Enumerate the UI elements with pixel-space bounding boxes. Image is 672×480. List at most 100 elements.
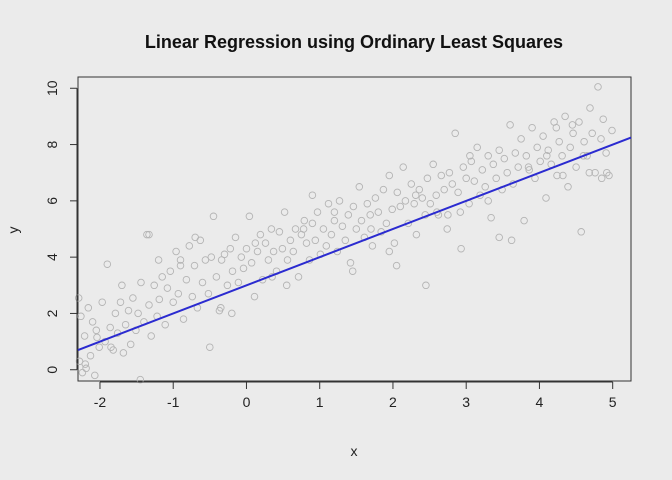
data-point	[517, 135, 525, 143]
data-point	[543, 152, 551, 160]
data-point	[478, 166, 487, 174]
data-point	[520, 216, 528, 225]
data-point	[555, 137, 563, 146]
data-point	[445, 168, 454, 177]
data-point	[599, 115, 607, 123]
data-point	[552, 123, 561, 132]
data-point	[245, 212, 254, 221]
data-point	[198, 278, 207, 287]
data-point	[390, 239, 399, 247]
data-point	[166, 267, 175, 275]
data-point	[440, 185, 448, 194]
data-point	[411, 191, 420, 199]
data-point	[75, 357, 84, 366]
data-point	[103, 260, 112, 268]
data-point	[489, 160, 498, 169]
data-point	[539, 132, 547, 140]
data-point	[459, 163, 468, 171]
data-point	[220, 250, 229, 259]
data-point	[188, 292, 197, 301]
data-point	[150, 281, 158, 290]
data-point	[585, 168, 594, 177]
y-axis-label: y	[5, 227, 21, 234]
data-point	[80, 332, 89, 340]
data-point	[93, 333, 101, 342]
data-point	[575, 118, 583, 126]
data-point	[495, 146, 503, 154]
data-point	[294, 273, 303, 281]
data-point	[426, 199, 435, 208]
y-axis: 0 2 4 6 8 10	[44, 80, 78, 374]
y-tick-label: 6	[44, 197, 60, 205]
data-point	[190, 261, 199, 270]
data-point	[81, 360, 90, 368]
data-point	[204, 289, 213, 298]
chart-title: Linear Regression using Ordinary Least S…	[145, 32, 563, 52]
data-point	[207, 253, 216, 261]
x-tick-label: 5	[609, 394, 617, 410]
data-point	[172, 247, 180, 256]
data-point	[77, 312, 85, 321]
data-point	[597, 135, 605, 143]
regression-line	[77, 136, 632, 351]
data-point	[124, 306, 133, 315]
data-point	[451, 129, 459, 138]
data-point	[564, 183, 572, 191]
data-point	[111, 309, 120, 318]
data-point	[237, 253, 246, 261]
data-point	[536, 157, 544, 166]
data-point	[602, 149, 610, 157]
x-tick-label: 4	[536, 394, 544, 410]
data-point	[357, 216, 366, 225]
data-point	[145, 230, 153, 239]
scatter-points	[74, 83, 616, 384]
data-point	[176, 256, 185, 264]
data-point	[106, 323, 114, 332]
data-point	[280, 208, 289, 216]
x-tick-label: 1	[316, 394, 324, 410]
data-point	[524, 163, 533, 171]
data-point	[484, 197, 492, 205]
data-point	[169, 298, 177, 306]
data-point	[282, 281, 291, 290]
data-point	[522, 152, 531, 160]
data-point	[308, 191, 317, 199]
data-point	[330, 208, 339, 216]
plot-frame	[77, 76, 632, 382]
data-point	[568, 121, 577, 129]
y-tick-label: 8	[44, 140, 60, 148]
data-point	[591, 168, 599, 177]
data-point	[544, 146, 552, 154]
data-point	[503, 168, 511, 177]
data-point	[278, 244, 287, 253]
data-point	[88, 318, 97, 326]
data-point	[466, 152, 474, 160]
data-point	[191, 233, 199, 242]
data-point	[422, 281, 430, 290]
data-point	[231, 233, 240, 242]
x-tick-label: 3	[462, 394, 470, 410]
data-point	[385, 171, 394, 180]
data-point	[119, 349, 128, 357]
data-point	[495, 233, 503, 242]
data-point	[78, 368, 87, 377]
data-point	[327, 230, 336, 239]
x-tick-label: 0	[243, 394, 251, 410]
data-point	[145, 301, 153, 309]
data-point	[163, 284, 172, 292]
data-point	[368, 242, 377, 250]
data-point	[566, 143, 574, 152]
data-point	[580, 137, 588, 146]
data-point	[302, 239, 311, 247]
data-point	[324, 199, 333, 208]
data-point	[484, 152, 492, 160]
data-point	[269, 247, 278, 256]
data-point	[275, 228, 284, 236]
data-point	[161, 320, 169, 329]
data-point	[185, 242, 194, 250]
x-axis-label: x	[351, 443, 358, 459]
data-point	[396, 202, 405, 211]
data-point	[264, 256, 273, 264]
data-point	[481, 183, 489, 191]
